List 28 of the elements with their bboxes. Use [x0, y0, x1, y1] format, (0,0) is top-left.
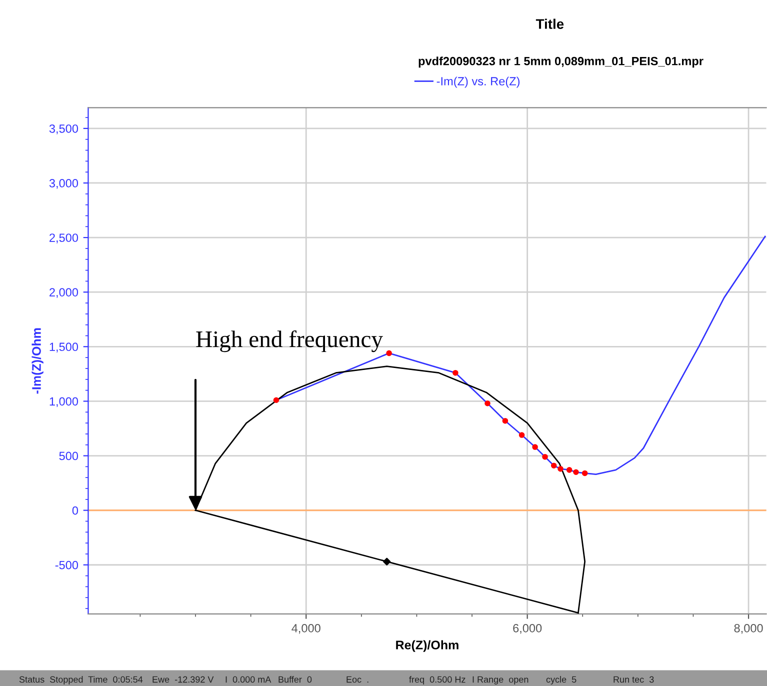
- x-axis-title: Re(Z)/Ohm: [396, 640, 458, 652]
- text: freq 0.500 Hz: [409, 676, 466, 684]
- chart-title: Title: [536, 18, 564, 29]
- text: Run tec 3: [614, 676, 654, 683]
- y-tick-label: 2,500: [50, 234, 78, 244]
- x-tick-label: 6,000: [513, 624, 542, 634]
- text: Status Stopped: [19, 676, 83, 684]
- text: I 0.000 mA: [226, 676, 272, 683]
- legend-label: -Im(Z) vs. Re(Z): [436, 76, 520, 88]
- y-tick-label: 500: [59, 452, 78, 460]
- annotation: High end frequency: [196, 330, 383, 352]
- text: Buffer 0: [278, 676, 312, 683]
- y-tick-label: 2,000: [50, 288, 78, 298]
- text: cycle 5: [546, 676, 576, 684]
- y-axis-title: -Im(Z)/Ohm: [32, 328, 44, 394]
- text: I Range open: [472, 676, 528, 684]
- x-tick-label: 4,000: [292, 624, 320, 634]
- y-tick-label: 0: [72, 506, 78, 515]
- x-tick-label: 8,000: [734, 624, 763, 634]
- text: Eoc .: [346, 676, 368, 683]
- y-tick-label: 1,500: [50, 342, 78, 352]
- y-tick-label: 1,000: [50, 397, 78, 407]
- y-tick-label: 3,000: [49, 179, 78, 189]
- y-tick-label: -500: [55, 560, 78, 570]
- y-tick-label: 3,500: [49, 124, 78, 134]
- text: Ewe -12.392 V: [152, 676, 214, 683]
- text: Time 0:05:54: [88, 676, 143, 683]
- chart-subtitle: pvdf20090323 nr 1 5mm 0,089mm_01_PEIS_01.mpr: [418, 56, 704, 68]
